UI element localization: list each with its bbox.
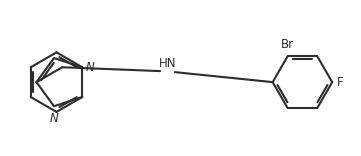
Text: Br: Br xyxy=(281,38,294,51)
Text: HN: HN xyxy=(159,57,176,70)
Text: N: N xyxy=(86,61,94,74)
Text: N: N xyxy=(49,112,58,125)
Text: F: F xyxy=(337,76,344,89)
